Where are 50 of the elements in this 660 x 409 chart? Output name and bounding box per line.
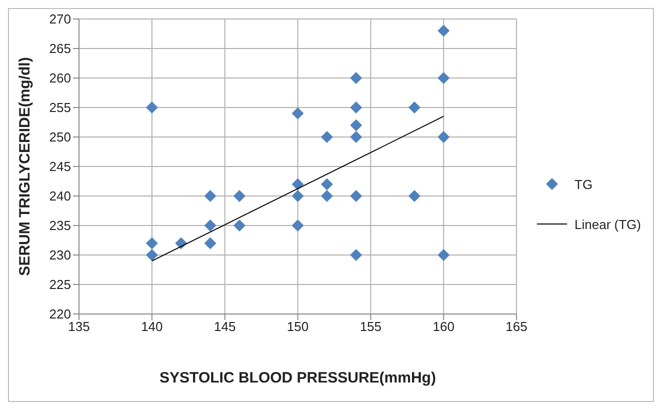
point bbox=[204, 220, 216, 232]
x-tick-label: 140 bbox=[141, 319, 163, 334]
point bbox=[146, 249, 158, 261]
legend-label: Linear (TG) bbox=[574, 216, 641, 232]
y-tick-label: 220 bbox=[49, 306, 71, 322]
x-tick-label: 155 bbox=[360, 319, 382, 334]
point bbox=[292, 220, 304, 232]
point bbox=[408, 190, 420, 202]
point bbox=[146, 102, 158, 114]
point bbox=[350, 249, 362, 261]
point bbox=[438, 249, 450, 261]
y-tick-label: 230 bbox=[49, 248, 71, 263]
point bbox=[408, 102, 420, 114]
point bbox=[438, 24, 450, 37]
point bbox=[438, 131, 450, 143]
y-tick-label: 240 bbox=[49, 188, 71, 204]
x-tick-label: 150 bbox=[286, 319, 309, 334]
y-axis-title: SERUM TRIGLYCERIDE(mg/dl) bbox=[16, 57, 34, 276]
point bbox=[320, 178, 333, 190]
y-tick-label: 250 bbox=[49, 130, 71, 145]
point bbox=[350, 131, 362, 143]
x-tick-label: 160 bbox=[432, 319, 454, 334]
point bbox=[438, 72, 450, 84]
x-tick-label: 165 bbox=[506, 319, 528, 334]
x-tick-label: 145 bbox=[214, 319, 236, 334]
point bbox=[350, 119, 362, 132]
y-tick-label: 255 bbox=[49, 100, 71, 116]
point bbox=[292, 190, 304, 202]
point bbox=[320, 190, 333, 202]
y-tick-label: 235 bbox=[49, 218, 71, 234]
y-tick-label: 260 bbox=[49, 70, 71, 86]
point bbox=[292, 178, 304, 190]
point bbox=[350, 102, 362, 114]
y-tick-label: 225 bbox=[49, 277, 71, 292]
legend-label: TG bbox=[574, 176, 593, 192]
point bbox=[204, 237, 216, 250]
y-tick-label: 265 bbox=[49, 41, 71, 56]
point bbox=[175, 237, 188, 250]
x-axis-title: SYSTOLIC BLOOD PRESSURE(mmHg) bbox=[160, 370, 436, 387]
point bbox=[350, 190, 362, 202]
point bbox=[292, 107, 304, 120]
point bbox=[233, 220, 246, 232]
y-tick-label: 270 bbox=[49, 12, 71, 27]
point bbox=[233, 190, 246, 202]
x-tick-label: 135 bbox=[68, 319, 90, 334]
y-tick-label: 245 bbox=[49, 159, 71, 174]
point bbox=[146, 237, 158, 250]
point bbox=[350, 72, 362, 84]
point bbox=[320, 131, 333, 143]
point bbox=[204, 190, 216, 202]
